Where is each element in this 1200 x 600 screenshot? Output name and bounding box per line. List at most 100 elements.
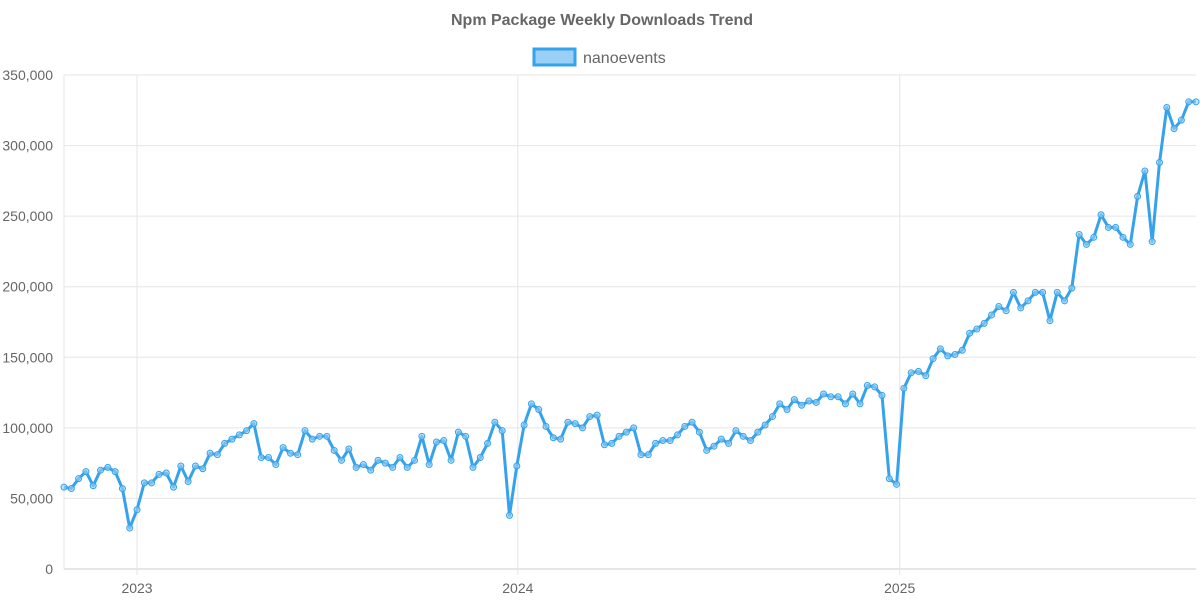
data-point (1192, 98, 1200, 106)
y-tick-label: 350,000 (2, 67, 53, 83)
legend[interactable]: nanoevents (532, 47, 666, 67)
data-point (294, 451, 302, 459)
legend-swatch[interactable] (532, 47, 577, 67)
data-point (301, 427, 309, 435)
data-point (191, 462, 199, 470)
data-point (900, 384, 908, 392)
data-point (1090, 233, 1098, 241)
data-point (243, 427, 251, 435)
data-point (622, 428, 630, 436)
data-point (1119, 233, 1127, 241)
data-point (162, 469, 170, 477)
data-point (681, 422, 689, 430)
data-point (1141, 167, 1149, 175)
data-point (652, 439, 660, 447)
data-point (980, 319, 988, 327)
data-point (571, 420, 579, 428)
data-point (944, 352, 952, 360)
y-tick-label: 300,000 (2, 138, 53, 154)
data-point (111, 468, 119, 476)
data-point (776, 400, 784, 408)
data-point (688, 418, 696, 426)
data-point (235, 431, 243, 439)
data-point (491, 418, 499, 426)
data-point (856, 400, 864, 408)
data-point (1170, 125, 1178, 133)
data-point (732, 427, 740, 435)
data-point (725, 439, 733, 447)
data-point (805, 397, 813, 405)
data-point (126, 524, 134, 532)
chart-title: Npm Package Weekly Downloads Trend (451, 12, 753, 29)
data-point (790, 396, 798, 404)
data-point (761, 421, 769, 429)
data-point (440, 437, 448, 445)
data-point (988, 311, 996, 319)
data-point (768, 413, 776, 421)
data-point (257, 453, 265, 461)
data-point (221, 439, 229, 447)
data-point (812, 398, 820, 406)
data-point (863, 382, 871, 390)
data-point (338, 456, 346, 464)
data-point (279, 444, 287, 452)
data-point (133, 506, 141, 514)
data-point (1134, 192, 1142, 200)
data-point (374, 456, 382, 464)
data-point (1039, 288, 1047, 296)
data-point (827, 393, 835, 401)
data-point (316, 432, 324, 440)
data-point (250, 420, 258, 428)
data-point (484, 439, 492, 447)
data-point (323, 432, 331, 440)
data-point (184, 477, 192, 485)
data-point (695, 428, 703, 436)
data-point (1082, 240, 1090, 248)
data-point (557, 435, 565, 443)
data-point (783, 406, 791, 414)
data-point (754, 428, 762, 436)
data-point (505, 511, 513, 519)
y-tick-label: 50,000 (10, 490, 53, 506)
data-point (798, 401, 806, 409)
data-point (469, 463, 477, 471)
data-point (841, 400, 849, 408)
data-point (82, 468, 90, 476)
data-point (118, 485, 126, 493)
data-point (1097, 211, 1105, 219)
data-point (97, 466, 105, 474)
data-point (403, 463, 411, 471)
data-point (659, 437, 667, 445)
data-point (586, 413, 594, 421)
data-point (462, 432, 470, 440)
data-point (425, 461, 433, 469)
data-point (140, 479, 148, 487)
data-point (1068, 284, 1076, 292)
data-point (834, 393, 842, 401)
y-tick-label: 100,000 (2, 420, 53, 436)
data-point (893, 480, 901, 488)
data-point (359, 461, 367, 469)
data-point (1163, 103, 1171, 111)
data-point (535, 406, 543, 414)
data-point (476, 453, 484, 461)
data-point (1075, 230, 1083, 238)
data-point (1046, 317, 1054, 325)
data-point (1053, 288, 1061, 296)
data-point (593, 411, 601, 419)
data-point (615, 432, 623, 440)
legend-label[interactable]: nanoevents (583, 50, 666, 67)
data-point (579, 424, 587, 432)
data-point (747, 437, 755, 445)
x-axis: 2023 2024 2025 (121, 580, 915, 596)
data-point (396, 453, 404, 461)
data-point (1017, 304, 1025, 312)
data-point (1009, 288, 1017, 296)
x-tick-label: 2024 (502, 580, 533, 596)
x-tick-label: 2025 (884, 580, 915, 596)
data-point (1002, 307, 1010, 315)
data-point (564, 418, 572, 426)
data-point (608, 439, 616, 447)
data-point (272, 461, 280, 469)
data-point (936, 345, 944, 353)
